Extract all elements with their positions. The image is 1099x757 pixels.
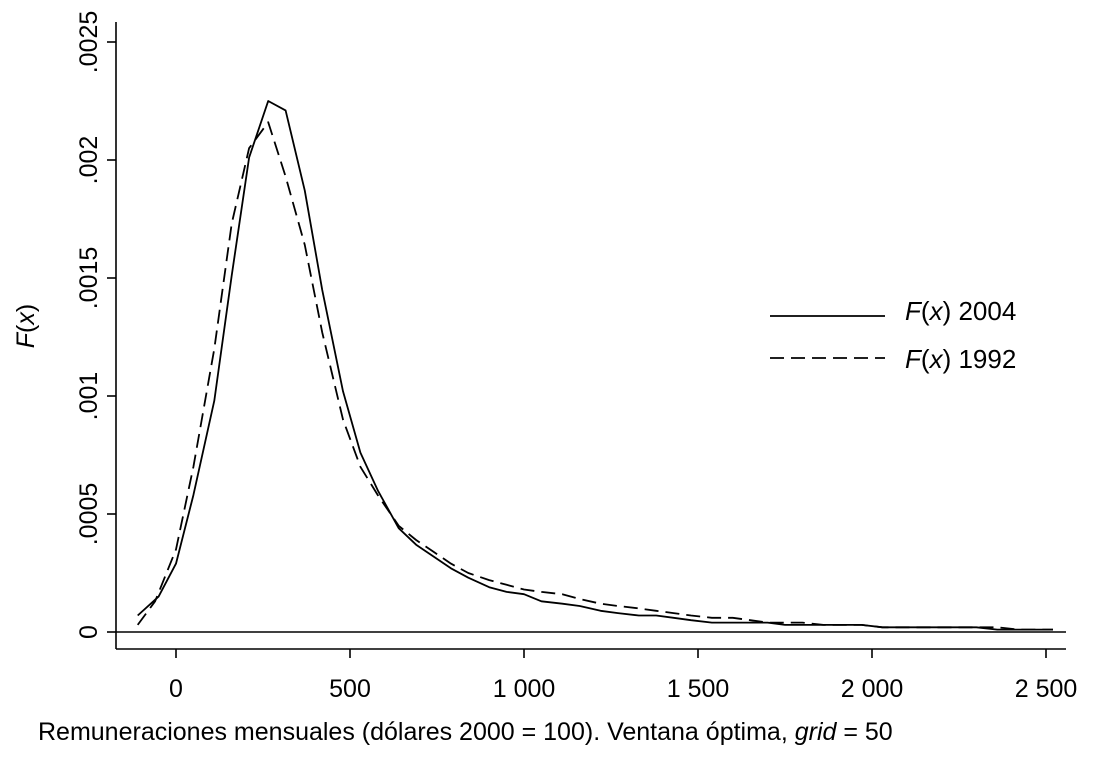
- x-axis-title: Remuneraciones mensuales (dólares 2000 =…: [38, 718, 893, 746]
- x-tick-label: 2 000: [841, 675, 904, 703]
- y-tick-label: .0015: [75, 247, 103, 310]
- y-axis-title: F(x): [12, 304, 40, 348]
- y-tick-label: .001: [75, 372, 103, 421]
- x-tick-label: 1 000: [493, 675, 556, 703]
- legend: F(x) 2004 F(x) 1992: [770, 296, 1016, 374]
- y-tick-label: .0025: [75, 11, 103, 74]
- y-tick-label: 0: [75, 625, 103, 639]
- legend-label-1992: F(x) 1992: [905, 344, 1016, 374]
- x-tick-label: 500: [329, 675, 371, 703]
- x-tick-label: 2 500: [1015, 675, 1078, 703]
- x-tick-label: 0: [169, 675, 183, 703]
- legend-label-2004: F(x) 2004: [905, 296, 1016, 326]
- y-tick-label: .0005: [75, 483, 103, 546]
- x-tick-label: 1 500: [667, 675, 730, 703]
- y-tick-label: .002: [75, 136, 103, 185]
- plot-area: 0 .0005 .001 .0015 .002 .0025 0 500 1 000 1 500 2 …: [75, 11, 1077, 703]
- series-line-1992: [136, 121, 1053, 631]
